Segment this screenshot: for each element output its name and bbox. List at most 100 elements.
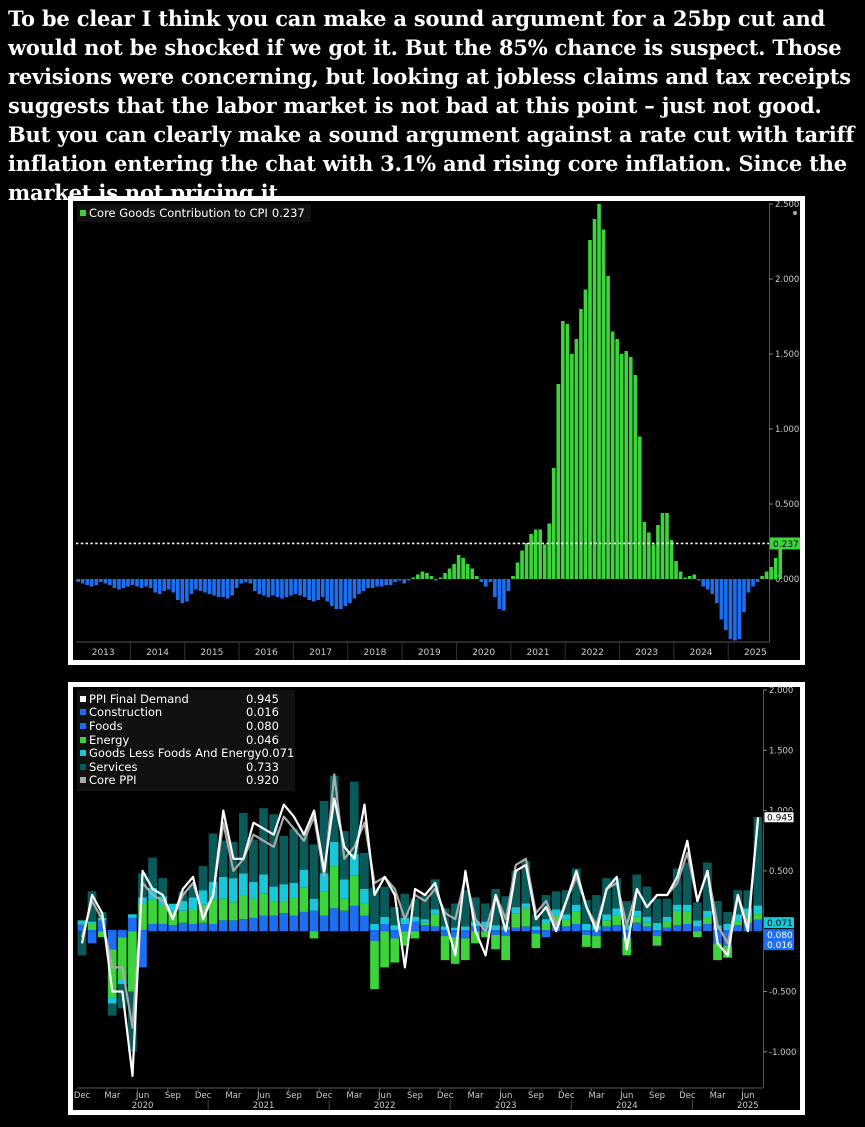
bar [696, 579, 701, 581]
bar-segment [571, 930, 581, 932]
bar-segment [652, 898, 662, 923]
bar [420, 571, 425, 579]
bar-segment [128, 914, 137, 918]
x-year-label: 2024 [616, 1101, 638, 1110]
bar-segment [672, 910, 682, 926]
bar [280, 579, 284, 599]
bar [551, 468, 556, 579]
bar [207, 579, 212, 594]
bar-segment [188, 930, 198, 932]
bar-segment [360, 915, 369, 931]
bar-segment [138, 931, 147, 968]
bar [144, 579, 148, 587]
bar-segment [259, 915, 268, 931]
bar-segment [360, 930, 369, 932]
bar [352, 579, 357, 599]
bar-segment [339, 898, 349, 911]
bar-segment [491, 925, 500, 931]
bar-segment [682, 923, 692, 931]
bar-segment [632, 916, 642, 923]
bar-segment [208, 930, 218, 932]
bar-segment [77, 930, 87, 932]
bar [175, 579, 180, 600]
bar-segment [339, 930, 349, 932]
bar [524, 543, 529, 579]
bar-segment [753, 914, 763, 920]
bar-segment [390, 907, 400, 926]
corner-marker [793, 211, 797, 215]
legend-swatch [80, 763, 86, 770]
bar-segment [430, 926, 440, 931]
bar [434, 579, 438, 581]
bar [375, 579, 379, 587]
bar-segment [370, 931, 379, 941]
bar [542, 544, 547, 579]
bar-segment [642, 916, 652, 923]
bar-segment [571, 923, 581, 931]
bar-segment [511, 930, 521, 932]
bar [257, 579, 262, 594]
bar-segment [380, 923, 389, 931]
value-badge-label: 0.080 [767, 931, 793, 941]
x-tick-label: 2020 [472, 648, 495, 658]
bar [452, 564, 456, 579]
bar-segment [713, 925, 722, 931]
bar-segment [531, 926, 541, 931]
bar-segment [360, 852, 369, 889]
bar-segment [360, 903, 369, 916]
bar-segment [349, 781, 359, 855]
bar [239, 579, 244, 584]
bar-segment [279, 901, 289, 914]
bar-segment [208, 923, 218, 931]
bar [570, 354, 574, 579]
bar-segment [117, 979, 127, 985]
x-tick-label: Mar [346, 1091, 363, 1101]
ppi-chart-panel: 2.0001.5001.0000.500-0.500-1.000DecMarJu… [68, 682, 805, 1115]
bar [339, 579, 343, 609]
bar [751, 579, 755, 587]
bar-segment [228, 878, 238, 903]
x-tick-label: Jun [256, 1091, 270, 1101]
bar-segment [329, 841, 339, 867]
bar-segment [541, 919, 551, 924]
x-tick-label: Dec [316, 1091, 333, 1101]
bar [724, 579, 728, 630]
bar-segment [692, 926, 702, 931]
legend-value: 0.046 [246, 732, 279, 747]
bar-segment [571, 868, 581, 905]
bar [416, 574, 420, 579]
bar-segment [561, 926, 571, 931]
bar-segment [239, 873, 248, 896]
ppi-legend: PPI Final Demand 0.945 Construction 0.016 Fo… [77, 690, 295, 792]
bar-segment [380, 886, 389, 917]
bar [325, 579, 330, 602]
bar [651, 544, 656, 579]
bar-segment [198, 866, 208, 891]
bar-segment [440, 936, 450, 961]
bar-segment [743, 890, 753, 909]
x-tick-label: 2015 [200, 648, 223, 658]
x-tick-label: 2023 [635, 648, 658, 658]
bar-segment [471, 897, 480, 922]
bar [678, 571, 683, 579]
bar-segment [208, 833, 218, 882]
bar-segment [460, 926, 470, 931]
bar [515, 562, 520, 579]
x-tick-label: Jun [135, 1091, 149, 1101]
bar [633, 375, 638, 579]
bar [755, 579, 760, 582]
bar-segment [370, 940, 379, 990]
bar [705, 579, 710, 590]
bar-segment [198, 890, 208, 905]
bar-segment [440, 931, 450, 937]
bar-segment [77, 923, 87, 931]
bar [533, 529, 538, 579]
bar-segment [682, 904, 692, 912]
bar-segment [239, 930, 248, 932]
bar [153, 579, 157, 593]
bar-segment [249, 930, 258, 932]
bar [316, 579, 321, 600]
bar-segment [410, 931, 420, 939]
legend-value: 0.733 [246, 759, 279, 774]
x-tick-label: 2022 [581, 648, 604, 658]
